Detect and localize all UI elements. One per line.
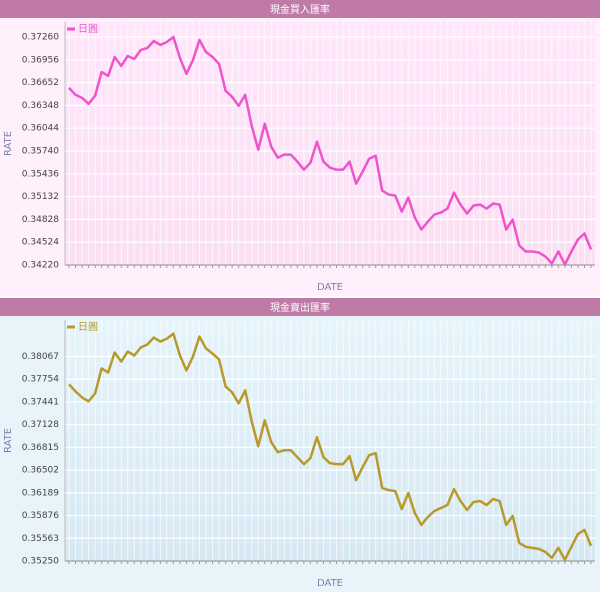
legend-label: 日圓 — [78, 321, 98, 333]
y-tick-label: 0.36815 — [22, 443, 59, 453]
panel-header — [0, 298, 600, 316]
y-axis-label: RATE — [3, 131, 14, 156]
y-tick-label: 0.35436 — [22, 169, 59, 179]
y-tick-label: 0.36956 — [22, 55, 59, 65]
chart-title: 現金買入匯率 — [270, 3, 330, 16]
panel-header — [0, 0, 600, 18]
data-line — [68, 332, 593, 562]
x-axis-label: DATE — [317, 578, 343, 589]
y-tick-label: 0.36652 — [22, 78, 59, 88]
y-tick-label: 0.35250 — [22, 557, 59, 567]
y-tick-label: 0.36502 — [22, 466, 59, 476]
y-tick-label: 0.37441 — [22, 397, 59, 407]
y-tick-label: 0.38067 — [22, 352, 59, 362]
y-tick-label: 0.34220 — [22, 261, 59, 271]
y-tick-label: 0.35132 — [22, 192, 59, 202]
y-tick-label: 0.34524 — [22, 238, 59, 248]
y-tick-label: 0.37754 — [22, 375, 59, 385]
y-tick-label: 0.36189 — [22, 488, 59, 498]
y-tick-label: 0.35740 — [22, 147, 59, 157]
y-tick-label: 0.36044 — [22, 124, 59, 134]
data-line — [68, 35, 593, 266]
y-tick-label: 0.34828 — [22, 215, 59, 225]
y-axis-label: RATE — [3, 428, 14, 453]
y-tick-label: 0.37128 — [22, 420, 59, 430]
y-tick-label: 0.36348 — [22, 101, 59, 111]
y-tick-label: 0.37260 — [22, 33, 59, 43]
x-axis-label: DATE — [317, 282, 343, 293]
y-tick-label: 0.35563 — [22, 534, 59, 544]
chart-title: 現金賣出匯率 — [270, 301, 330, 314]
legend-label: 日圓 — [78, 23, 98, 35]
y-tick-label: 0.35876 — [22, 511, 59, 521]
